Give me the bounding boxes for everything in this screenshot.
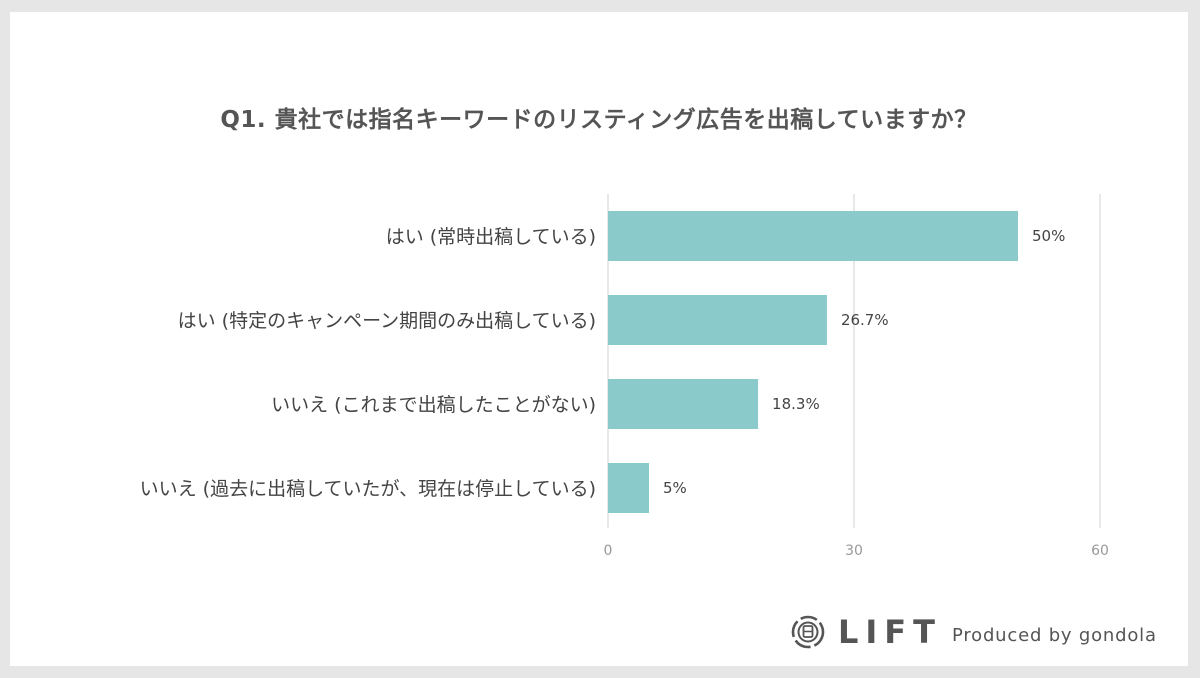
category-label: いいえ (過去に出稿していたが、現在は停止している)	[140, 478, 596, 500]
category-label: はい (常時出稿している)	[386, 226, 596, 248]
category-label: はい (特定のキャンペーン期間のみ出稿している)	[178, 310, 596, 332]
lift-logo: LIFT Produced by gondola	[790, 610, 1157, 654]
bar-value-label: 50%	[1032, 227, 1065, 245]
logo-text: LIFT	[838, 613, 942, 651]
x-tick-label: 60	[1091, 543, 1109, 559]
bar-chart: 50% はい (常時出稿している) 26.7% はい (特定のキャンペーン期間のみ出稿…	[140, 194, 1109, 559]
produced-by-text: Produced by gondola	[951, 624, 1157, 646]
bar-1	[608, 295, 827, 345]
bar-layer	[608, 211, 1018, 513]
x-tick-label: 0	[604, 543, 613, 559]
lift-logo-icon	[791, 615, 825, 649]
tick-layer: 0 30 60	[604, 543, 1109, 559]
slide-panel: Q1. 貴社では指名キーワードのリスティング広告を出稿していますか？ 50% はい…	[10, 12, 1188, 666]
chart-title: Q1. 貴社では指名キーワードのリスティング広告を出稿していますか？	[220, 107, 978, 133]
bar-2	[608, 379, 759, 429]
bar-3	[608, 463, 649, 513]
bar-0	[608, 211, 1018, 261]
bar-value-label: 5%	[663, 479, 687, 497]
category-label: いいえ (これまで出稿したことがない)	[271, 394, 596, 416]
label-layer: 50% はい (常時出稿している) 26.7% はい (特定のキャンペーン期間のみ出稿…	[140, 226, 1066, 500]
x-tick-label: 30	[845, 543, 863, 559]
bar-value-label: 26.7%	[841, 311, 889, 329]
bar-value-label: 18.3%	[772, 395, 820, 413]
